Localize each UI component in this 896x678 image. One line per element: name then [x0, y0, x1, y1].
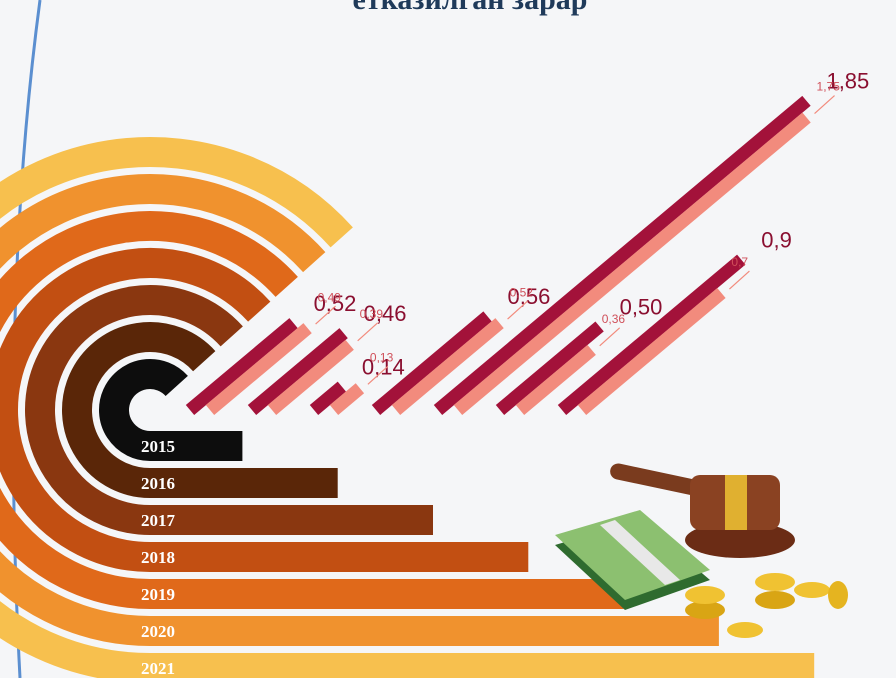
value-label: 0,36 [602, 312, 626, 326]
year-band [99, 359, 243, 461]
coins [685, 573, 848, 638]
bars: 0,520,490,460,390,140,130,560,521,851,75… [185, 69, 869, 415]
coin [755, 573, 795, 591]
leader-line [814, 95, 835, 114]
gavel [610, 463, 795, 558]
value-label: 0,49 [318, 290, 342, 304]
leader-line [367, 365, 389, 385]
bar [391, 318, 504, 415]
year-band [25, 285, 433, 535]
leader-line [507, 300, 528, 320]
value-label: 0,14 [362, 354, 405, 379]
bar [247, 328, 348, 415]
leader-line [599, 327, 621, 347]
cash-band [600, 520, 680, 585]
bar [453, 112, 811, 415]
year-label: 2018 [141, 548, 175, 567]
coin [685, 601, 725, 619]
gavel-base [685, 522, 795, 558]
value-label: 0,39 [360, 307, 384, 321]
year-label: 2017 [141, 511, 176, 530]
bar [309, 381, 347, 415]
year-band [0, 174, 719, 646]
bar [433, 95, 811, 415]
value-label: 0,52 [510, 285, 534, 299]
value-label: 1,85 [826, 69, 869, 94]
value-label: 0,7 [731, 255, 748, 269]
value-label: 0,9 [761, 227, 792, 252]
year-band [0, 248, 529, 572]
gavel-band [725, 475, 747, 530]
coin [828, 581, 848, 609]
bar [557, 254, 746, 415]
leader-line [357, 322, 379, 342]
year-label: 2020 [141, 622, 175, 641]
year-band [62, 322, 338, 498]
coin [685, 586, 725, 604]
leader-line [729, 270, 750, 290]
coin [755, 591, 795, 609]
year-band [0, 211, 624, 609]
bar [267, 339, 354, 415]
value-label: 0,50 [620, 294, 663, 319]
chart-title: етказилган зарар [353, 0, 588, 16]
bar [205, 323, 312, 415]
coin [727, 622, 763, 638]
year-label: 2021 [141, 659, 175, 678]
bar [371, 311, 492, 415]
value-label: 0,52 [314, 291, 357, 316]
bar [515, 344, 596, 415]
bar [329, 383, 365, 415]
year-band [0, 137, 815, 678]
bar [495, 321, 604, 415]
value-label: 0,56 [508, 284, 551, 309]
value-label: 0,46 [364, 301, 407, 326]
money-illustration [555, 463, 848, 638]
value-label: 1,75 [817, 80, 841, 94]
bar [577, 288, 726, 415]
cash [555, 510, 710, 610]
bar [185, 318, 298, 415]
year-label: 2015 [141, 437, 175, 456]
value-label: 0,13 [370, 350, 394, 364]
year-label: 2016 [141, 474, 175, 493]
coin [794, 582, 830, 598]
year-label: 2019 [141, 585, 175, 604]
leader-line [315, 305, 336, 325]
bands: 2021 2020 2019 2018 2017 2016 2015 [0, 137, 815, 678]
